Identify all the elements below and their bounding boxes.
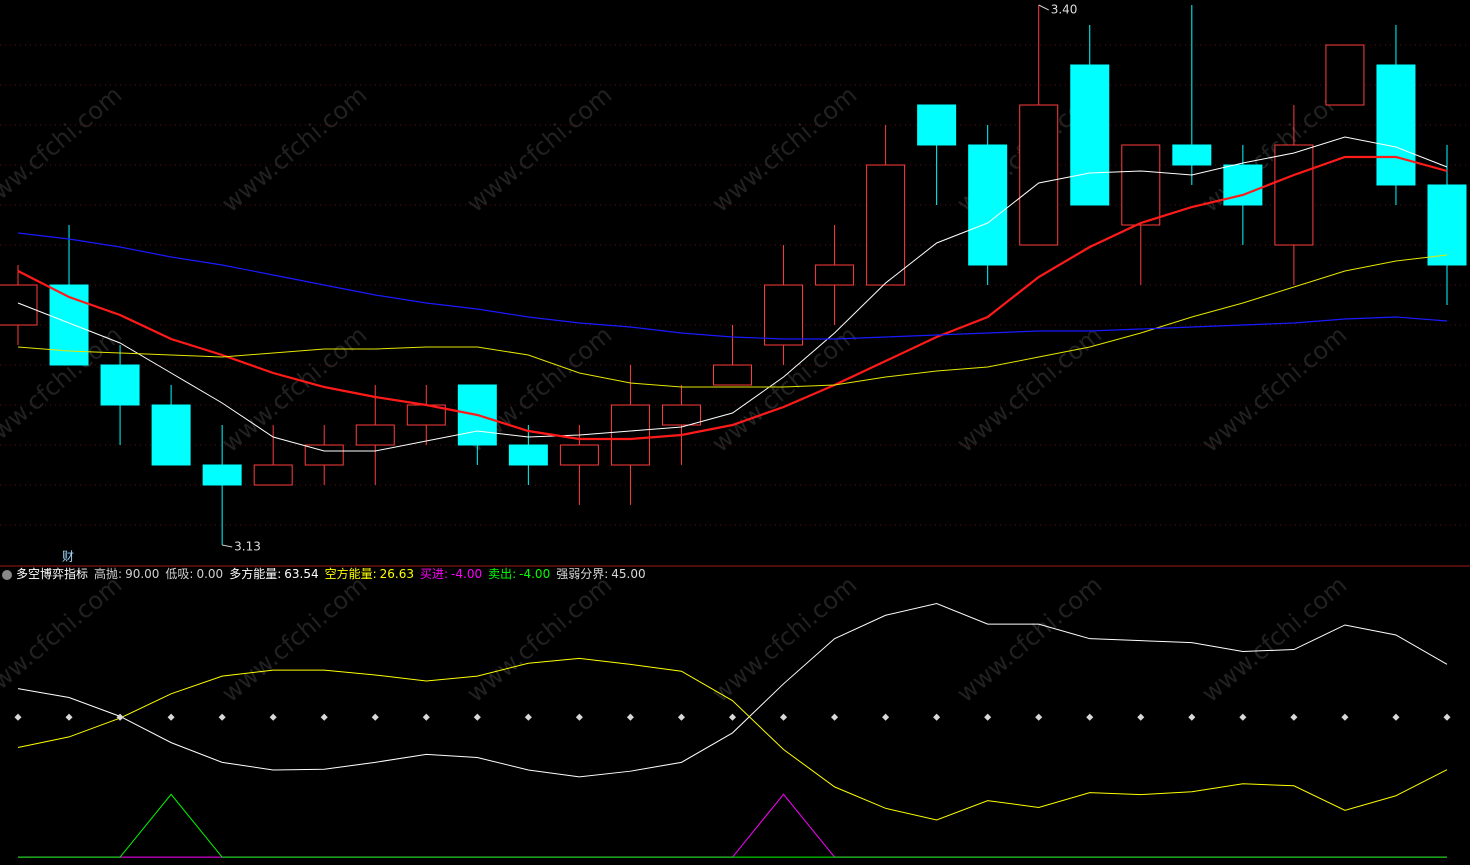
threshold-dot bbox=[1443, 713, 1451, 721]
moving-average-line bbox=[17, 155, 1448, 441]
candle-body bbox=[151, 404, 191, 466]
watermark: www.cfchi.com bbox=[951, 571, 1107, 708]
candle-body bbox=[253, 464, 293, 486]
readout-name: 强弱分界: bbox=[556, 567, 609, 581]
candle-body bbox=[559, 444, 599, 466]
threshold-dot bbox=[473, 713, 481, 721]
threshold-dot bbox=[1137, 713, 1145, 721]
collapse-icon[interactable] bbox=[2, 569, 12, 580]
threshold-dot bbox=[1290, 713, 1298, 721]
threshold-dot bbox=[728, 713, 737, 721]
candle-body bbox=[0, 284, 38, 326]
annotation-label: 3.40 bbox=[1051, 3, 1078, 17]
watermark: www.cfchi.com bbox=[706, 571, 862, 708]
candle-body bbox=[355, 424, 395, 446]
candle-body bbox=[304, 444, 344, 466]
annotation-pointer bbox=[1038, 4, 1049, 11]
readout-name: 高抛: bbox=[94, 567, 123, 581]
candle-body bbox=[100, 364, 140, 406]
threshold-dot bbox=[1035, 713, 1043, 721]
readout-name: 空方能量: bbox=[324, 567, 377, 581]
indicator-title: 多空博弈指标 bbox=[16, 567, 89, 581]
threshold-dot bbox=[167, 713, 175, 721]
watermark: www.cfchi.com bbox=[461, 571, 617, 708]
candle-body bbox=[1274, 144, 1314, 246]
candle-body bbox=[1121, 144, 1161, 226]
annotation-label: 3.13 bbox=[234, 540, 261, 554]
indicator-line bbox=[17, 603, 1448, 778]
watermark: www.cfchi.com bbox=[216, 571, 372, 708]
threshold-dot bbox=[269, 713, 277, 721]
indicator-line bbox=[18, 793, 1447, 858]
candle-body bbox=[815, 264, 855, 286]
candle-body bbox=[1019, 104, 1059, 246]
readout-value: 0.00 bbox=[196, 567, 224, 581]
readout-value: 26.63 bbox=[379, 567, 414, 581]
readout-name: 低吸: bbox=[165, 567, 194, 581]
readout-value: 90.00 bbox=[125, 567, 160, 581]
indicator-header: 多空博弈指标 高抛: 90.00 低吸: 0.00 多方能量: 63.54 空方能量: 26.6… bbox=[0, 566, 652, 583]
readout-name: 多方能量: bbox=[229, 567, 282, 581]
candle-body bbox=[610, 404, 650, 466]
candle-body bbox=[1070, 64, 1110, 206]
candle-body bbox=[713, 364, 752, 386]
candle-body bbox=[1427, 184, 1467, 266]
watermark: www.cfchi.com bbox=[706, 81, 862, 218]
threshold-dot bbox=[1341, 713, 1349, 721]
candle-body bbox=[1376, 64, 1416, 186]
candle-body bbox=[661, 404, 701, 426]
threshold-dot bbox=[933, 713, 941, 721]
candle-body bbox=[508, 444, 548, 466]
threshold-dot bbox=[218, 713, 226, 721]
threshold-dot bbox=[1392, 713, 1400, 721]
threshold-dot bbox=[1188, 713, 1196, 721]
candle-body bbox=[202, 464, 242, 486]
threshold-dot bbox=[575, 713, 583, 721]
threshold-dot bbox=[65, 713, 73, 721]
threshold-dot bbox=[116, 713, 124, 721]
candle-body bbox=[1172, 144, 1212, 166]
moving-average-line bbox=[17, 232, 1448, 340]
threshold-dot bbox=[677, 713, 685, 721]
candle-body bbox=[968, 144, 1008, 266]
moving-average-line bbox=[17, 136, 1448, 452]
watermark: www.cfchi.com bbox=[0, 571, 127, 708]
threshold-dot bbox=[524, 713, 532, 721]
threshold-dot bbox=[1086, 713, 1094, 721]
readout-value: -4.00 bbox=[519, 567, 551, 581]
threshold-dot bbox=[626, 713, 634, 721]
watermark: www.cfchi.com bbox=[216, 321, 372, 458]
threshold-dot bbox=[320, 713, 328, 721]
annotation-pointer bbox=[222, 544, 233, 548]
threshold-dot bbox=[1239, 713, 1247, 721]
threshold-dot bbox=[422, 713, 430, 721]
threshold-dot bbox=[882, 713, 890, 721]
watermark: www.cfchi.com bbox=[951, 321, 1107, 458]
readout-value: 45.00 bbox=[611, 567, 646, 581]
candle-body bbox=[917, 104, 957, 146]
watermark: www.cfchi.com bbox=[216, 81, 372, 218]
threshold-dot bbox=[780, 713, 788, 721]
readout-name: 买进: bbox=[420, 567, 449, 581]
threshold-dot bbox=[371, 713, 379, 721]
watermark: www.cfchi.com bbox=[1196, 571, 1352, 708]
threshold-dot bbox=[984, 713, 992, 721]
watermark: www.cfchi.com bbox=[461, 81, 617, 218]
candle-body bbox=[1325, 44, 1365, 106]
finance-marker[interactable]: 财 bbox=[62, 550, 74, 564]
threshold-dot bbox=[831, 713, 839, 721]
indicator-line bbox=[18, 793, 1447, 858]
moving-average-line bbox=[17, 254, 1448, 388]
readout-name: 卖出: bbox=[488, 567, 517, 581]
candle-body bbox=[764, 284, 804, 346]
threshold-dot bbox=[14, 713, 22, 721]
candle-body bbox=[866, 164, 906, 286]
watermark: www.cfchi.com bbox=[0, 81, 127, 218]
readout-value: 63.54 bbox=[284, 567, 319, 581]
indicator-line bbox=[17, 657, 1448, 821]
readout-value: -4.00 bbox=[451, 567, 483, 581]
watermark: www.cfchi.com bbox=[1196, 321, 1352, 458]
